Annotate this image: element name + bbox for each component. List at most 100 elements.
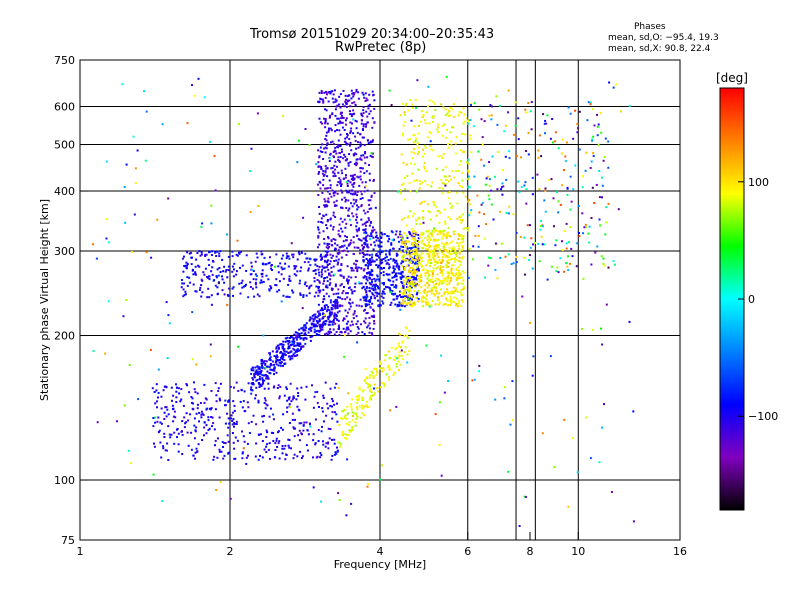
- echo-point: [276, 354, 278, 357]
- echo-point: [411, 284, 413, 287]
- x-tick-label: 1: [77, 545, 84, 558]
- echo-point: [194, 391, 197, 394]
- echo-point: [589, 101, 592, 104]
- echo-point: [325, 224, 328, 227]
- echo-point: [379, 252, 382, 255]
- echo-point: [302, 216, 305, 219]
- echo-point: [274, 456, 277, 459]
- echo-point: [315, 285, 318, 288]
- echo-point: [165, 449, 168, 452]
- echo-point: [421, 115, 424, 118]
- echo-point: [134, 182, 137, 184]
- echo-point: [155, 389, 158, 392]
- echo-point: [353, 173, 356, 176]
- echo-point: [203, 383, 206, 386]
- echo-point: [157, 368, 160, 371]
- echo-point: [160, 422, 163, 425]
- echo-point: [334, 216, 337, 218]
- echo-point: [347, 191, 350, 194]
- echo-point: [322, 184, 325, 187]
- echo-point: [348, 144, 351, 147]
- echo-point: [270, 407, 272, 410]
- echo-point: [352, 313, 355, 316]
- echo-point: [615, 83, 618, 86]
- echo-point: [361, 390, 364, 393]
- echo-point: [588, 241, 591, 244]
- echo-point: [302, 296, 305, 298]
- echo-point: [444, 136, 447, 139]
- echo-point: [334, 298, 337, 301]
- echo-point: [177, 432, 180, 435]
- echo-point: [444, 175, 447, 178]
- echo-point: [366, 400, 369, 403]
- echo-point: [374, 244, 377, 247]
- echo-point: [575, 265, 578, 268]
- echo-point: [375, 264, 378, 267]
- echo-point: [228, 287, 230, 290]
- echo-point: [432, 149, 435, 152]
- echo-point: [281, 445, 284, 447]
- echo-point: [312, 439, 315, 442]
- echo-point: [348, 207, 351, 210]
- echo-point: [267, 278, 270, 281]
- echo-point: [417, 275, 420, 278]
- echo-point: [339, 246, 342, 249]
- echo-point: [334, 322, 337, 325]
- echo-point: [554, 131, 557, 134]
- echo-point: [300, 251, 303, 254]
- echo-point: [413, 233, 416, 236]
- echo-point: [269, 356, 272, 359]
- echo-point: [416, 143, 419, 146]
- echo-point: [407, 138, 409, 141]
- echo-point: [320, 430, 323, 433]
- echo-point: [367, 482, 369, 485]
- echo-point: [222, 270, 225, 273]
- echo-point: [397, 295, 400, 298]
- echo-point: [276, 387, 279, 389]
- echo-point: [377, 292, 380, 295]
- echo-point: [402, 286, 405, 289]
- echo-point: [507, 111, 510, 114]
- echo-point: [413, 259, 416, 262]
- echo-point: [446, 277, 449, 280]
- echo-point: [316, 310, 319, 313]
- echo-point: [287, 438, 290, 441]
- echo-point: [349, 161, 352, 164]
- echo-point: [339, 112, 342, 115]
- echo-point: [437, 296, 440, 299]
- echo-point: [347, 214, 349, 217]
- echo-point: [303, 328, 306, 331]
- echo-point: [342, 157, 345, 160]
- echo-point: [334, 283, 337, 286]
- echo-point: [333, 442, 336, 445]
- echo-point: [450, 206, 453, 209]
- echo-point: [406, 353, 409, 356]
- echo-point: [404, 241, 407, 244]
- echo-point: [461, 185, 464, 188]
- echo-point: [401, 292, 404, 295]
- echo-point: [392, 265, 395, 268]
- echo-point: [254, 281, 257, 284]
- echo-point: [205, 432, 208, 435]
- echo-point: [399, 230, 402, 233]
- echo-point: [469, 119, 472, 121]
- echo-point: [430, 289, 433, 292]
- echo-point: [294, 331, 297, 334]
- echo-point: [241, 406, 244, 409]
- echo-point: [288, 396, 291, 399]
- echo-point: [600, 255, 603, 258]
- echo-point: [340, 189, 343, 192]
- echo-point: [321, 172, 324, 175]
- echo-point: [164, 406, 167, 409]
- echo-point: [163, 432, 166, 435]
- echo-point: [362, 246, 365, 249]
- echo-point: [268, 288, 271, 291]
- echo-point: [406, 265, 409, 268]
- echo-point: [325, 284, 328, 287]
- echo-point: [349, 302, 352, 305]
- echo-point: [428, 250, 431, 253]
- echo-point: [344, 94, 347, 97]
- echo-point: [335, 105, 338, 108]
- axes: 1 2 4 6 8 10 1675100200300400500600750Frequenc…: [38, 54, 687, 571]
- echo-point: [590, 160, 593, 163]
